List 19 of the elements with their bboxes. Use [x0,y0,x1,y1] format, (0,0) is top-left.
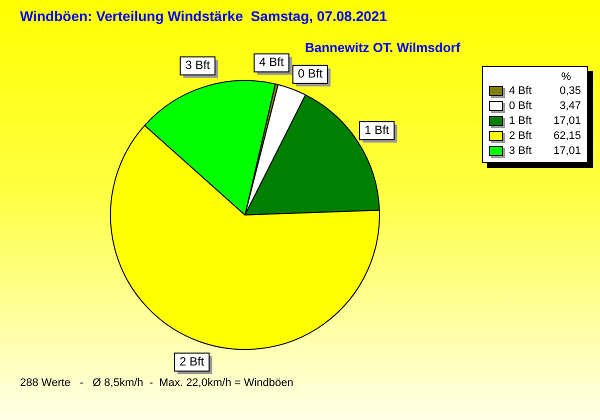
legend-label: 3 Bft [509,144,533,156]
legend-label: 1 Bft [509,114,533,126]
data-label: 62,15 [552,130,581,142]
chart-title: Windböen: Verteilung Windstärke Samstag, 07.08.2021 [20,8,387,24]
slice-label: 2 Bft [179,354,205,368]
chart-subtitle: Bannewitz OT. Wilmsdorf [305,40,460,55]
slice-label: 0 Bft [298,66,324,81]
legend-title: % [560,71,572,83]
data-label: 17,01 [552,144,581,156]
legend-label: 2 Bft [509,130,533,142]
slice-label: 4 Bft [259,55,285,70]
slice-label: 1 Bft [364,122,390,137]
data-label: 17,01 [552,114,581,126]
data-label: 3,47 [558,100,581,112]
slice-label: 3 Bft [185,58,211,72]
legend-label: 0 Bft [509,100,533,112]
data-label: 0,35 [558,84,581,96]
legend-label: 4 Bft [509,84,533,96]
text: 288 Werte - Ø 8,5km/h - Max. 22,0km/h = Windböen [20,377,294,389]
